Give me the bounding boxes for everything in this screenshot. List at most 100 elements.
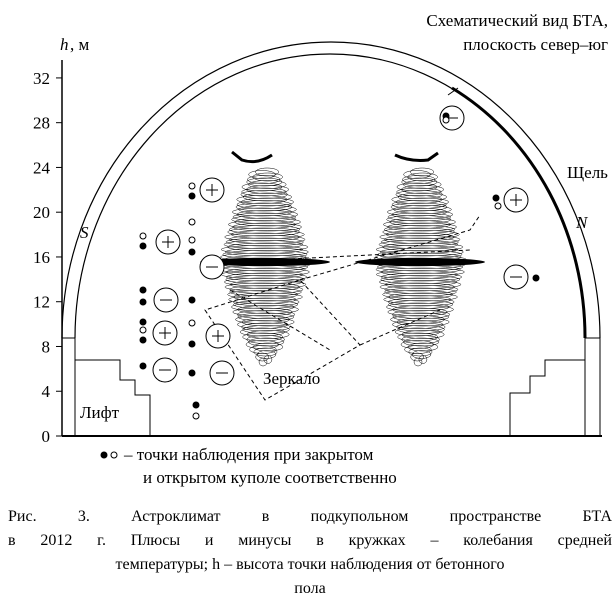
blob: [390, 202, 448, 212]
blob: [387, 307, 448, 317]
blob: [253, 347, 278, 357]
legend-open: [110, 451, 118, 459]
blob: [410, 352, 425, 362]
dot: [139, 232, 147, 240]
blob: [380, 275, 461, 284]
blob: [387, 297, 455, 307]
blob: [379, 232, 455, 242]
dot: [188, 236, 196, 244]
blob: [227, 242, 309, 252]
blob: [392, 320, 444, 329]
blob: [383, 295, 452, 304]
blob: [382, 227, 455, 237]
blob: [246, 335, 285, 344]
dot: [139, 318, 147, 326]
blob: [226, 267, 310, 277]
blob: [242, 192, 292, 202]
telescope-top: [231, 150, 439, 164]
blob: [384, 287, 457, 297]
blob: [232, 207, 292, 217]
blob: [248, 170, 276, 179]
dot: [442, 116, 450, 124]
axis-symbol: h: [60, 35, 69, 54]
blob: [234, 217, 301, 227]
blob: [241, 187, 287, 197]
dot: [139, 362, 147, 370]
caption-line: температуры; h – высота точки наблюдения…: [115, 556, 505, 573]
blob: [380, 247, 464, 257]
blob: [391, 200, 447, 209]
label-slit: Щель: [567, 163, 608, 182]
blob: [396, 182, 438, 192]
figure: Схематический вид БТА, плоскость север–ю…: [33, 11, 608, 487]
blob: [224, 232, 300, 242]
blob: [388, 292, 458, 302]
y-tick-label: 32: [33, 69, 50, 88]
blob: [236, 195, 288, 204]
blob: [407, 342, 439, 352]
blob: [252, 172, 283, 182]
blob: [228, 235, 306, 244]
blob: [386, 215, 452, 224]
blob: [236, 310, 296, 319]
blob: [385, 230, 460, 239]
blob: [388, 300, 454, 309]
blob: [384, 225, 455, 234]
dot: [188, 192, 196, 200]
blob: [397, 192, 447, 202]
dot: [192, 412, 200, 420]
blob: [237, 305, 299, 314]
stairs: [509, 359, 585, 436]
blob: [236, 200, 292, 209]
blob: [240, 197, 294, 207]
title: плоскость север–юг: [463, 35, 608, 54]
blob: [413, 357, 423, 367]
blob: [241, 182, 283, 192]
blob: [221, 245, 304, 254]
blob: [397, 332, 439, 342]
points: [139, 105, 540, 420]
dot: [139, 298, 147, 306]
blob: [232, 297, 300, 307]
blob: [245, 340, 279, 349]
blob: [228, 220, 296, 229]
blob: [381, 272, 462, 282]
blob: [379, 282, 455, 292]
blob: [395, 197, 449, 207]
blob: [241, 322, 291, 332]
blob: [237, 312, 295, 322]
blob: [376, 270, 459, 279]
legend: – точки наблюдения при закрытом: [123, 445, 374, 464]
blob: [384, 280, 462, 289]
blob: [258, 357, 268, 367]
blob: [403, 180, 442, 189]
blob: [382, 242, 464, 252]
blob: [236, 210, 299, 219]
blob: [232, 222, 302, 232]
blob: [252, 342, 284, 352]
dot: [139, 336, 147, 344]
blob: [225, 237, 304, 247]
blob: [233, 300, 299, 309]
dot: [139, 326, 147, 334]
blob: [391, 210, 454, 219]
blob: [227, 290, 299, 299]
axis-unit: , м: [70, 35, 90, 54]
blob: [411, 350, 432, 359]
y-tick-label: 8: [42, 337, 51, 356]
blob: [391, 195, 443, 204]
y-tick-label: 16: [33, 248, 50, 267]
dot: [188, 319, 196, 327]
label-mirror: Зеркало: [263, 369, 320, 388]
blob: [242, 325, 290, 334]
blob: [231, 302, 295, 312]
blob: [387, 207, 447, 217]
blob: [396, 322, 446, 332]
blob: [248, 337, 285, 347]
dot: [139, 286, 147, 294]
blob: [381, 267, 465, 277]
blob: [402, 175, 436, 184]
blob: [378, 277, 457, 287]
blob: [232, 212, 296, 222]
